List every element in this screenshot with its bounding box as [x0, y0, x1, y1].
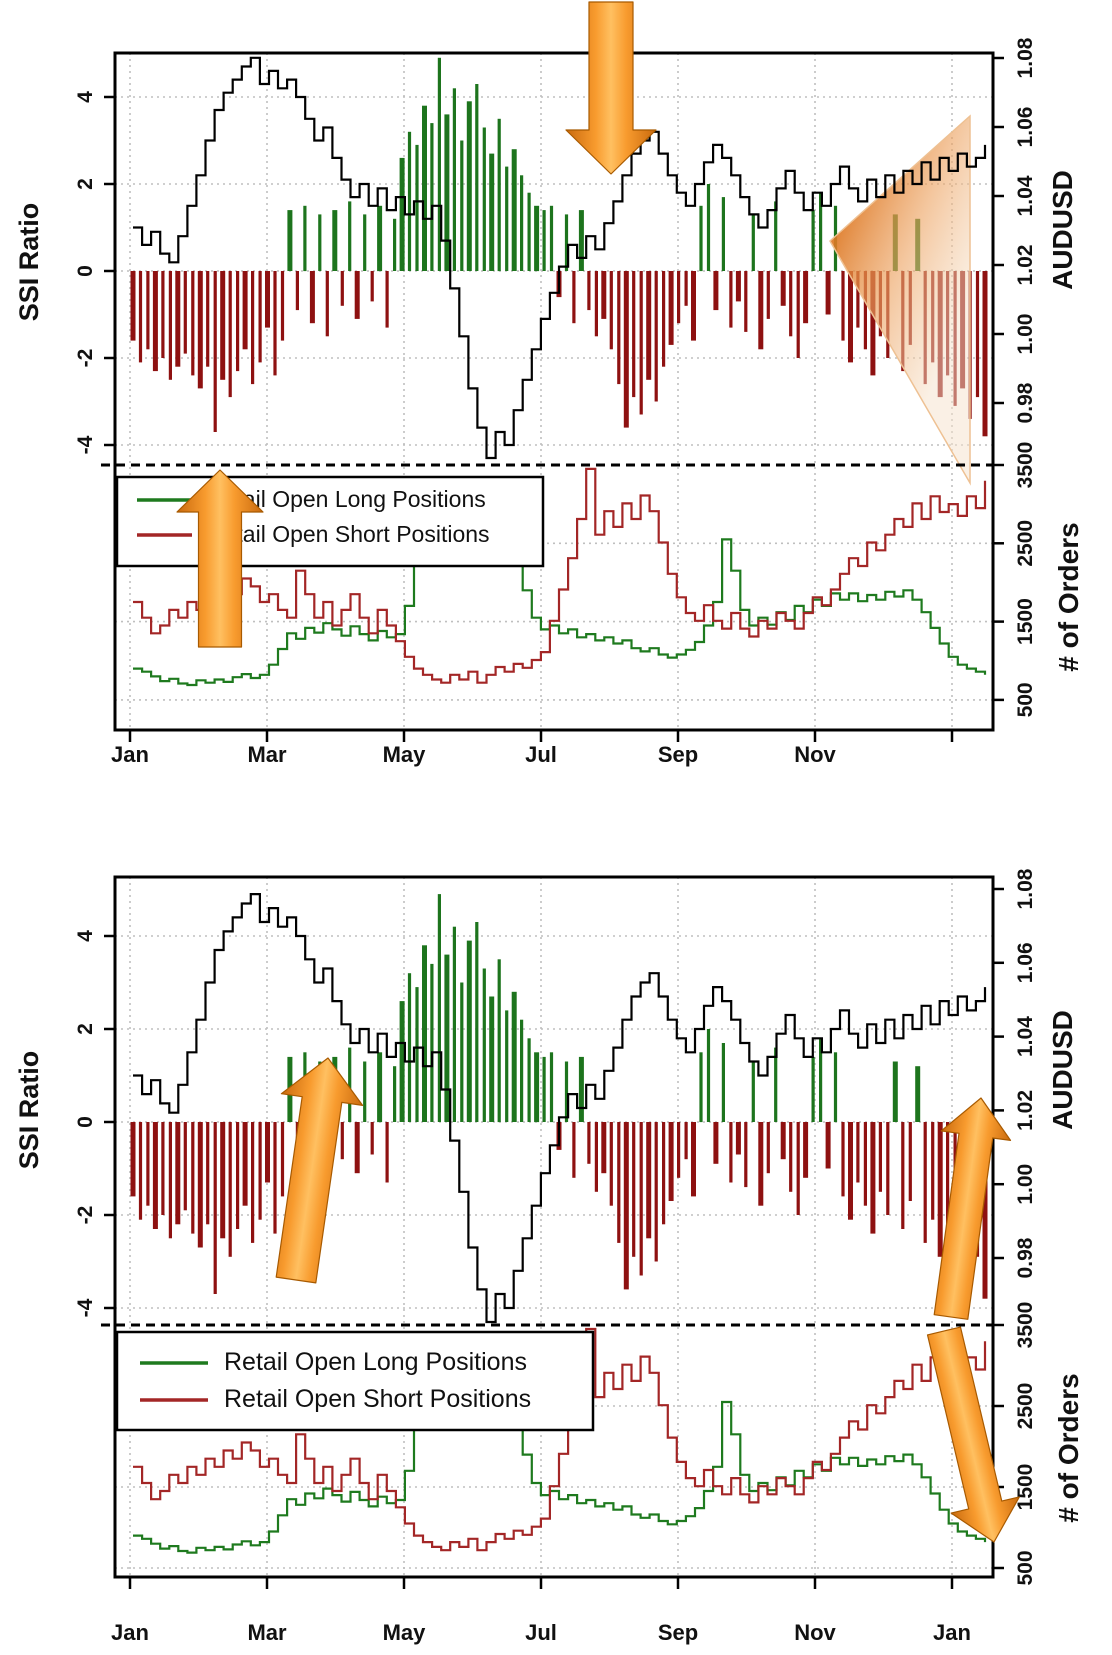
- chart-1-short-orders-line: [133, 467, 987, 684]
- svg-text:-2: -2: [74, 1206, 97, 1225]
- svg-text:Nov: Nov: [794, 742, 836, 767]
- svg-text:4: 4: [74, 930, 97, 942]
- svg-text:1.08: 1.08: [1014, 37, 1037, 78]
- up-right-arrow: [933, 1097, 1012, 1320]
- svg-text:-2: -2: [74, 349, 97, 368]
- svg-text:Jan: Jan: [111, 742, 149, 767]
- svg-text:1.00: 1.00: [1014, 314, 1037, 355]
- consolidation-pennant: [829, 114, 971, 486]
- svg-text:May: May: [383, 1620, 427, 1645]
- svg-text:SSI Ratio: SSI Ratio: [14, 1051, 44, 1170]
- svg-text:# of Orders: # of Orders: [1053, 1373, 1084, 1522]
- svg-text:Mar: Mar: [247, 742, 287, 767]
- svg-text:1.00: 1.00: [1014, 1164, 1037, 1205]
- svg-text:SSI Ratio: SSI Ratio: [14, 203, 44, 322]
- svg-text:AUDUSD: AUDUSD: [1047, 170, 1078, 290]
- svg-text:0.98: 0.98: [1014, 382, 1037, 423]
- chart-2-audusd-price-line: [133, 892, 987, 1324]
- chart-2-long-orders-line: [133, 1387, 987, 1554]
- svg-text:3500: 3500: [1014, 442, 1037, 489]
- svg-text:Retail Open Short Positions: Retail Open Short Positions: [207, 521, 490, 547]
- svg-text:Retail Open Short Positions: Retail Open Short Positions: [224, 1385, 531, 1413]
- svg-text:Jul: Jul: [525, 1620, 557, 1645]
- svg-text:1.02: 1.02: [1014, 1090, 1037, 1131]
- svg-text:AUDUSD: AUDUSD: [1047, 1010, 1078, 1130]
- chart-1-audusd-price-line: [133, 56, 987, 460]
- chart-1: 4 2 0 -2 -4 1.08 1.06 1.04 1.02 1.00 0.98 3500 2500 1…: [14, 1, 1084, 767]
- svg-text:2500: 2500: [1014, 1383, 1037, 1430]
- chart-1-long-orders-line: [133, 524, 987, 687]
- svg-text:2: 2: [74, 1023, 97, 1035]
- chart-2-annotations: [275, 1057, 1020, 1543]
- svg-text:0: 0: [74, 265, 97, 277]
- up-arrow-march: [275, 1057, 364, 1284]
- svg-text:1.06: 1.06: [1014, 107, 1037, 148]
- svg-text:1.04: 1.04: [1014, 175, 1037, 216]
- chart-2-legend: Retail Open Long Positions Retail Open Sh…: [115, 1330, 595, 1432]
- svg-text:Sep: Sep: [658, 1620, 698, 1645]
- chart-2-short-orders-line: [133, 1327, 987, 1552]
- chart-1-annotations: [176, 1, 657, 648]
- svg-text:1500: 1500: [1014, 1464, 1037, 1511]
- svg-text:Nov: Nov: [794, 1620, 836, 1645]
- svg-text:Retail Open Long Positions: Retail Open Long Positions: [224, 1348, 527, 1376]
- svg-text:Sep: Sep: [658, 742, 698, 767]
- svg-text:500: 500: [1014, 1550, 1037, 1585]
- svg-text:4: 4: [74, 91, 97, 103]
- svg-text:May: May: [383, 742, 427, 767]
- svg-text:Mar: Mar: [247, 1620, 287, 1645]
- big-down-arrow: [565, 1, 657, 175]
- svg-text:2500: 2500: [1014, 520, 1037, 567]
- chart-1-axes: 4 2 0 -2 -4 1.08 1.06 1.04 1.02 1.00 0.98 3500 2500 1…: [14, 37, 1084, 767]
- svg-text:1.02: 1.02: [1014, 245, 1037, 286]
- svg-text:Jul: Jul: [525, 742, 557, 767]
- svg-text:1.06: 1.06: [1014, 942, 1037, 983]
- svg-text:# of Orders: # of Orders: [1053, 522, 1084, 671]
- svg-text:1.08: 1.08: [1014, 868, 1037, 909]
- svg-text:0.98: 0.98: [1014, 1237, 1037, 1278]
- svg-text:Jan: Jan: [111, 1620, 149, 1645]
- svg-text:1.04: 1.04: [1014, 1016, 1037, 1057]
- chart-2-ssi-bars: [130, 894, 988, 1299]
- chart-2: 4 2 0 -2 -4 1.08 1.06 1.04 1.02 1.00 0.98 3500 2500 1…: [14, 868, 1084, 1645]
- svg-text:2: 2: [74, 178, 97, 190]
- up-arrow-over-legend: [176, 469, 264, 648]
- svg-text:3500: 3500: [1014, 1302, 1037, 1349]
- svg-text:Jan: Jan: [933, 1620, 971, 1645]
- svg-text:500: 500: [1014, 682, 1037, 717]
- down-right-arrow: [926, 1326, 1020, 1543]
- svg-text:-4: -4: [74, 435, 97, 454]
- svg-text:0: 0: [74, 1116, 97, 1128]
- chart-2-axes: 4 2 0 -2 -4 1.08 1.06 1.04 1.02 1.00 0.98 3500 2500 1…: [14, 868, 1084, 1645]
- svg-text:1500: 1500: [1014, 598, 1037, 645]
- svg-text:-4: -4: [74, 1298, 97, 1317]
